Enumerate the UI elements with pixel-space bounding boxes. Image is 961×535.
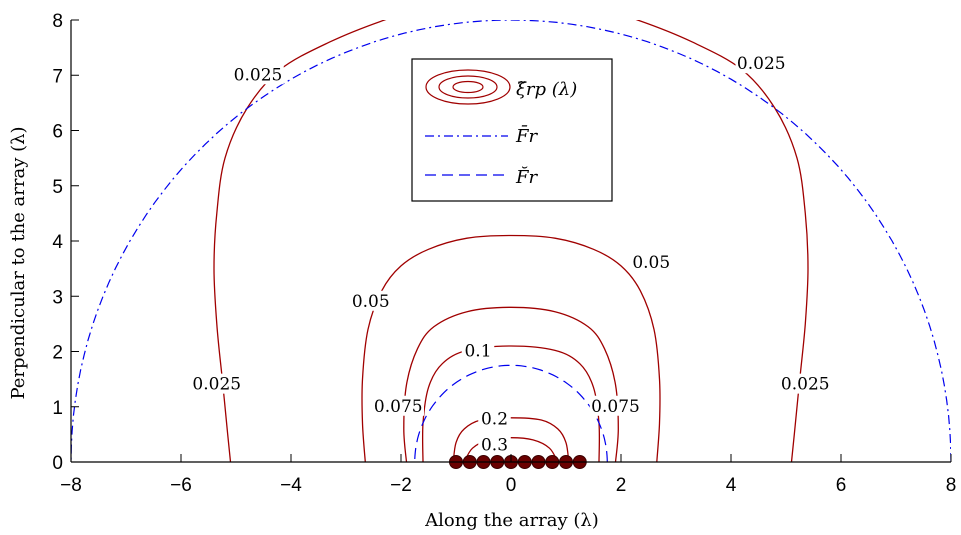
svg-text:0.3: 0.3	[481, 435, 508, 455]
contour-labels: 0.025 0.025 0.025 0.025 0.05 0.05 0.075 0.075 0.…	[191, 53, 831, 455]
x-tick-label: 4	[726, 475, 737, 496]
svg-text:0.025: 0.025	[192, 375, 241, 395]
contour-label: 0.025	[191, 373, 243, 395]
contour-label: 0.05	[630, 252, 673, 273]
contour-line-0_05-0	[361, 234, 661, 462]
y-tick-label: 7	[52, 66, 63, 87]
x-axis-label: Along the array (λ)	[424, 510, 599, 531]
contour-label: 0.3	[478, 434, 511, 455]
series-fbar-boundary	[71, 20, 951, 462]
legend-label-fbar: F̄r	[515, 124, 538, 147]
x-tick-label: −8	[60, 475, 82, 496]
contour-label: 0.05	[349, 290, 392, 312]
series-fbreve-boundary	[414, 364, 608, 462]
svg-text:0.075: 0.075	[591, 397, 640, 417]
y-axis-label: Perpendicular to the array (λ)	[8, 126, 29, 399]
y-tick-label: 3	[52, 287, 63, 308]
svg-text:0.075: 0.075	[374, 397, 423, 417]
x-tick-label: 0	[506, 475, 517, 496]
y-tick-label: 2	[52, 343, 63, 364]
x-tick-label: 8	[946, 475, 957, 496]
svg-text:0.2: 0.2	[481, 409, 508, 429]
y-tick-label: 1	[52, 398, 63, 419]
legend-label-contour: ξ̃rp (λ)	[516, 79, 577, 100]
y-tick-label: 0	[52, 453, 63, 474]
contour-label: 0.1	[461, 340, 495, 362]
contour-label: 0.025	[779, 373, 831, 395]
svg-text:0.025: 0.025	[781, 375, 830, 395]
x-tick-label: −4	[280, 475, 302, 496]
x-tick-label: 2	[616, 475, 627, 496]
x-tick-label: −6	[170, 475, 192, 496]
x-tick-label: 6	[836, 475, 847, 496]
contour-label: 0.025	[735, 53, 787, 74]
legend-box	[411, 58, 613, 202]
legend-label-fbreve: F̆r	[515, 166, 538, 188]
contour-line-0_2-0	[452, 417, 570, 462]
contour-label: 0.025	[232, 64, 284, 85]
legend-contour-icon	[425, 69, 511, 105]
svg-text:0.025: 0.025	[737, 54, 786, 74]
y-tick-label: 5	[52, 177, 63, 198]
x-tick-label: −2	[390, 475, 412, 496]
axes: −8 −6 −4 −2 0 2 4 6 8 0 1 2 3 4 5 6 7 8	[52, 11, 956, 496]
svg-text:0.1: 0.1	[464, 342, 491, 362]
svg-text:0.05: 0.05	[352, 292, 390, 312]
y-tick-label: 4	[52, 232, 63, 253]
legend: ξ̃rp (λ) F̄r F̆r	[411, 58, 613, 202]
contour-label: 0.075	[372, 395, 424, 417]
y-tick-label: 6	[52, 122, 63, 143]
contour-label: 0.075	[589, 395, 642, 417]
contour-line-0_3-0	[463, 437, 559, 462]
contour-label: 0.2	[478, 408, 511, 429]
svg-text:0.025: 0.025	[234, 65, 283, 85]
y-tick-label: 8	[52, 11, 63, 32]
contour-line-0_075-0	[403, 306, 619, 462]
svg-text:0.05: 0.05	[632, 253, 670, 273]
contour-line-0_1-0	[421, 345, 601, 462]
